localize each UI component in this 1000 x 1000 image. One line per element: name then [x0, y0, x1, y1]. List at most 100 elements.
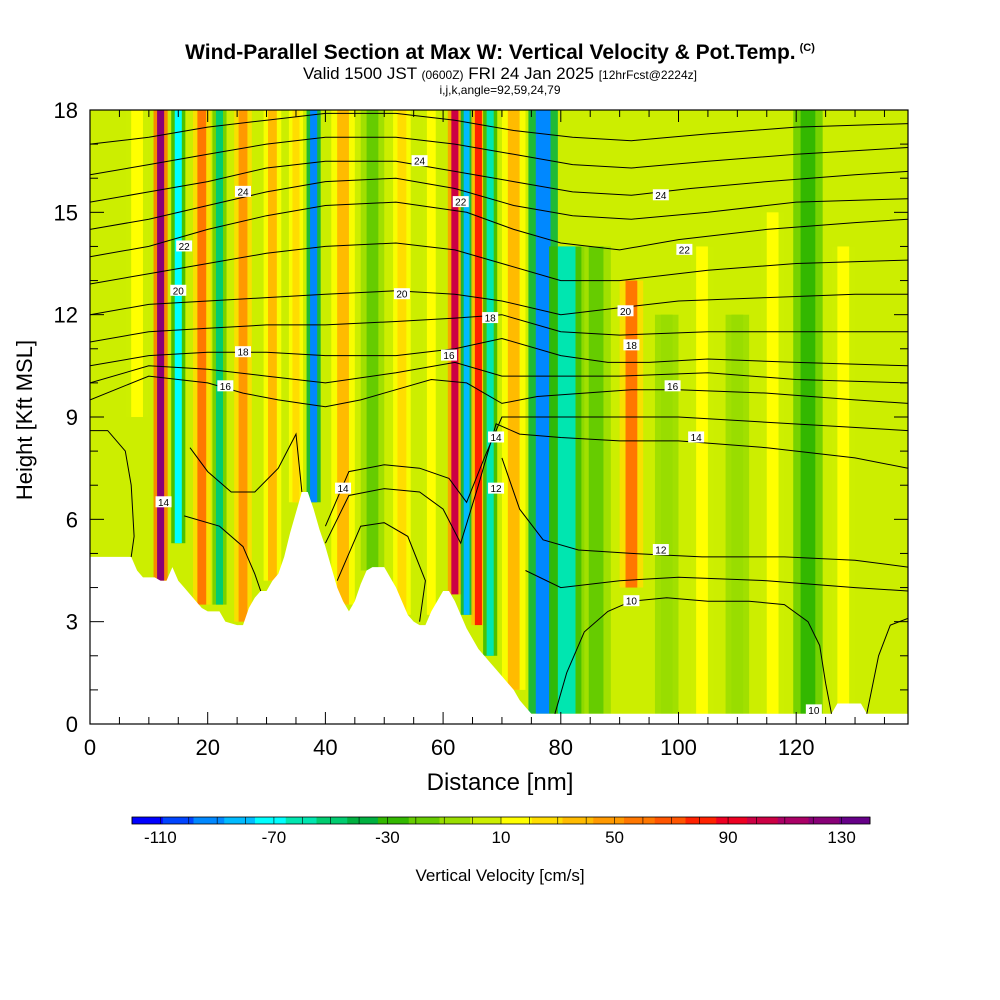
contour-label-bg: [676, 243, 693, 255]
contour-label-bg: [170, 284, 187, 296]
contour-label: 18: [482, 312, 499, 325]
x-axis-label: Distance [nm]: [427, 769, 574, 796]
colorbar: -110 -70 -30 10 50 90 130: [131, 816, 871, 847]
velocity-column: [731, 314, 744, 714]
x-tick-label: 40: [313, 735, 337, 760]
colorbar-swatch: [316, 817, 348, 824]
theta-isoline: [525, 570, 908, 592]
colorbar-swatch: [777, 817, 809, 824]
contour-label-bg: [805, 704, 822, 716]
velocity-column: [535, 110, 551, 714]
colorbar-swatch: [685, 817, 717, 824]
colorbar-swatch: [839, 817, 871, 824]
theta-isoline: [554, 597, 832, 714]
contour-label-bg: [488, 431, 505, 443]
contour-label-text: 18: [237, 348, 249, 359]
y-tick-label: 3: [66, 610, 78, 635]
colorbar-swatch: [224, 817, 256, 824]
contour-label: 16: [440, 349, 457, 362]
theta-isoline: [90, 430, 135, 557]
velocity-column: [397, 110, 407, 615]
contour-label-bg: [176, 240, 193, 252]
x-tick-label: 20: [195, 735, 219, 760]
contour-label-text: 18: [485, 314, 497, 325]
contour-label-text: 14: [490, 433, 502, 444]
y-tick-label: 6: [66, 507, 78, 532]
grid-indices: i,j,k,angle=92,59,24,79: [439, 83, 561, 97]
x-tick-label: 0: [84, 735, 96, 760]
theta-isoline: [324, 423, 908, 545]
contour-label-bg: [688, 431, 705, 443]
contour-label-bg: [488, 482, 505, 494]
contour-label: 24: [411, 155, 428, 168]
theta-isoline: [90, 314, 908, 343]
y-tick-label: 18: [54, 98, 78, 123]
colorbar-swatch: [808, 817, 840, 824]
velocity-column: [174, 110, 182, 544]
colorbar-label: Vertical Velocity [cm/s]: [415, 866, 584, 885]
velocity-column: [238, 110, 248, 622]
contour-label: 14: [488, 431, 505, 444]
colorbar-swatch: [654, 817, 686, 824]
contour-label-text: 20: [173, 286, 185, 297]
velocity-column: [215, 110, 223, 605]
colorbar-swatch: [501, 817, 533, 824]
theta-isoline: [336, 522, 426, 622]
contour-label-text: 14: [691, 433, 703, 444]
contour-label-bg: [652, 189, 669, 201]
contour-label-bg: [235, 185, 252, 197]
contour-label: 22: [676, 243, 693, 256]
contour-label-bg: [335, 482, 352, 494]
contour-label-text: 10: [626, 597, 638, 608]
velocity-column: [766, 212, 779, 714]
contour-label: 14: [688, 431, 705, 444]
contour-label-bg: [623, 595, 640, 607]
contour-label-text: 24: [655, 191, 667, 202]
contour-label-bg: [664, 380, 681, 392]
contour-label: 16: [217, 380, 234, 393]
contour-label-bg: [393, 288, 410, 300]
contour-label-bg: [440, 349, 457, 361]
colorbar-tick-label: 10: [492, 828, 511, 847]
colorbar-swatch: [408, 817, 440, 824]
colorbar-tick-label: 90: [719, 828, 738, 847]
colorbar-swatch: [624, 817, 656, 824]
contour-label-text: 24: [414, 157, 426, 168]
contour-label: 14: [335, 482, 352, 495]
colorbar-tick-label: 130: [827, 828, 855, 847]
velocity-column: [474, 110, 482, 626]
contour-label-bg: [652, 544, 669, 556]
contour-label-bg: [482, 312, 499, 324]
colorbar-swatch: [255, 817, 287, 824]
colorbar-tick-label: -110: [144, 828, 177, 847]
contour-label-text: 16: [220, 382, 232, 393]
colorbar-swatch: [593, 817, 625, 824]
x-tick-label: 100: [660, 735, 697, 760]
velocity-column: [557, 246, 576, 714]
contour-label-bg: [452, 196, 469, 208]
x-tick-label: 120: [778, 735, 815, 760]
contour-label-text: 22: [455, 198, 467, 209]
theta-isoline: [90, 136, 908, 176]
y-axis-label: Height [Kft MSL]: [12, 340, 37, 500]
contour-label-bg: [411, 155, 428, 167]
contour-label: 10: [623, 595, 640, 608]
colorbar-swatch: [531, 817, 563, 824]
contour-label: 14: [155, 496, 172, 509]
velocity-column: [292, 110, 300, 503]
colorbar-swatch: [716, 817, 748, 824]
theta-isoline: [90, 290, 908, 316]
copyright-mark: (C): [799, 42, 815, 54]
colorbar-swatch: [347, 817, 379, 824]
velocity-column: [837, 246, 850, 714]
contour-label-text: 20: [620, 307, 632, 318]
velocity-column: [625, 280, 638, 588]
contour-label-bg: [617, 305, 634, 317]
colorbar-swatch: [378, 817, 410, 824]
velocity-column: [696, 246, 708, 714]
contour-label: 24: [652, 189, 669, 202]
contour-label-bg: [217, 380, 234, 392]
theta-isoline: [90, 160, 908, 203]
title-block: Wind-Parallel Section at Max W: Vertical…: [0, 36, 1000, 96]
